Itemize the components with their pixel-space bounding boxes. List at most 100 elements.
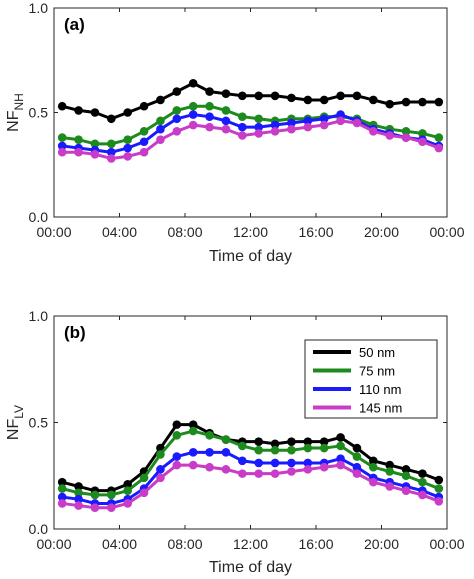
data-point-110-nm bbox=[205, 448, 214, 457]
x-tick-label: 00:00 bbox=[36, 536, 71, 552]
data-point-110-nm bbox=[123, 143, 132, 153]
data-point-145-nm bbox=[303, 122, 313, 132]
legend-entry-label: 50 nm bbox=[359, 345, 395, 360]
data-point-110-nm bbox=[303, 116, 313, 126]
data-point-110-nm bbox=[57, 141, 67, 151]
x-tick-label: 20:00 bbox=[364, 224, 399, 240]
data-point-75-nm bbox=[319, 443, 329, 453]
data-point-50-nm bbox=[303, 95, 313, 105]
data-point-110-nm bbox=[287, 458, 296, 468]
data-point-145-nm bbox=[385, 131, 394, 140]
data-point-145-nm bbox=[107, 154, 116, 163]
data-point-145-nm bbox=[74, 147, 83, 157]
data-point-110-nm bbox=[336, 454, 345, 464]
data-point-145-nm bbox=[172, 460, 182, 470]
data-point-145-nm bbox=[90, 150, 100, 159]
data-point-50-nm bbox=[188, 420, 198, 429]
x-tick-label: 00:00 bbox=[36, 224, 71, 240]
data-point-145-nm bbox=[287, 124, 296, 134]
data-point-75-nm bbox=[205, 101, 214, 111]
x-axis-label: Time of day bbox=[209, 559, 292, 576]
x-tick-label: 12:00 bbox=[233, 224, 268, 240]
data-point-75-nm bbox=[107, 139, 116, 149]
data-point-50-nm bbox=[319, 437, 329, 446]
data-point-75-nm bbox=[139, 127, 149, 136]
data-point-75-nm bbox=[221, 435, 231, 444]
x-axis-label: Time of day bbox=[209, 248, 292, 265]
data-point-50-nm bbox=[254, 91, 263, 101]
y-axis-label-main: NF bbox=[5, 419, 22, 441]
data-point-110-nm bbox=[205, 112, 214, 121]
data-point-75-nm bbox=[123, 135, 132, 144]
data-point-145-nm bbox=[254, 469, 263, 478]
data-point-145-nm bbox=[123, 499, 132, 508]
data-point-75-nm bbox=[90, 490, 100, 500]
data-point-75-nm bbox=[188, 426, 198, 436]
y-axis-label-subscript: NH bbox=[12, 93, 26, 110]
data-point-145-nm bbox=[385, 482, 394, 491]
y-tick-label: 0.5 bbox=[29, 415, 49, 431]
data-point-75-nm bbox=[139, 473, 149, 483]
data-point-50-nm bbox=[57, 101, 67, 111]
data-point-50-nm bbox=[270, 91, 280, 101]
legend-entry-label: 75 nm bbox=[359, 364, 395, 379]
plot-frame bbox=[53, 7, 448, 218]
data-point-50-nm bbox=[319, 95, 329, 105]
data-point-50-nm bbox=[139, 101, 149, 111]
x-tick-label: 00:00 bbox=[429, 536, 464, 552]
data-point-145-nm bbox=[434, 497, 444, 506]
data-point-110-nm bbox=[172, 452, 182, 461]
data-point-75-nm bbox=[352, 452, 362, 461]
data-point-110-nm bbox=[254, 122, 263, 132]
data-point-145-nm bbox=[238, 469, 247, 478]
chart-panel-a: 00:00 04:00 08:00 12:00 16:00 20:00 00:000.00.… bbox=[5, 0, 465, 265]
y-axis-label: NFNH bbox=[5, 93, 26, 132]
data-point-145-nm bbox=[123, 152, 132, 161]
data-point-50-nm bbox=[352, 443, 362, 453]
data-point-110-nm bbox=[303, 458, 313, 468]
data-point-145-nm bbox=[172, 127, 182, 136]
data-point-145-nm bbox=[369, 127, 378, 136]
data-point-50-nm bbox=[123, 108, 132, 117]
data-point-50-nm bbox=[188, 78, 198, 88]
data-point-50-nm bbox=[107, 114, 116, 124]
data-point-50-nm bbox=[369, 456, 378, 466]
data-point-145-nm bbox=[352, 469, 362, 478]
y-axis-label-main: NF bbox=[5, 110, 22, 132]
x-tick-label: 12:00 bbox=[233, 536, 268, 552]
data-point-145-nm bbox=[287, 467, 296, 476]
data-point-75-nm bbox=[188, 101, 198, 111]
data-point-50-nm bbox=[156, 95, 165, 105]
x-tick-label: 08:00 bbox=[167, 224, 202, 240]
data-point-75-nm bbox=[221, 106, 231, 115]
data-point-75-nm bbox=[238, 441, 247, 451]
panel-label: (b) bbox=[64, 323, 86, 342]
data-point-110-nm bbox=[238, 456, 247, 466]
data-point-75-nm bbox=[172, 430, 182, 440]
x-tick-label: 08:00 bbox=[167, 536, 202, 552]
x-tick-label: 00:00 bbox=[429, 224, 464, 240]
data-point-110-nm bbox=[270, 120, 280, 130]
chart-panel-b: 00:00 04:00 08:00 12:00 16:00 20:00 00:000.00.… bbox=[5, 308, 465, 576]
legend: 50 nm 75 nm 110 nm 145 nm bbox=[304, 339, 438, 419]
data-point-50-nm bbox=[123, 479, 132, 489]
data-point-145-nm bbox=[369, 477, 378, 487]
y-tick-label: 1.0 bbox=[29, 308, 49, 324]
data-point-50-nm bbox=[336, 433, 345, 442]
data-point-50-nm bbox=[57, 477, 67, 487]
data-point-75-nm bbox=[238, 112, 247, 121]
data-point-50-nm bbox=[254, 437, 263, 446]
data-point-50-nm bbox=[401, 97, 411, 107]
data-point-75-nm bbox=[270, 445, 280, 455]
data-point-110-nm bbox=[287, 118, 296, 128]
y-tick-label: 1.0 bbox=[29, 0, 49, 16]
data-point-75-nm bbox=[57, 133, 67, 142]
data-point-145-nm bbox=[418, 137, 427, 147]
data-point-145-nm bbox=[107, 503, 116, 512]
data-point-145-nm bbox=[90, 503, 100, 512]
data-point-110-nm bbox=[238, 122, 247, 132]
data-point-75-nm bbox=[90, 139, 100, 149]
data-point-110-nm bbox=[221, 448, 231, 457]
data-point-110-nm bbox=[172, 114, 182, 124]
data-point-145-nm bbox=[221, 465, 231, 474]
